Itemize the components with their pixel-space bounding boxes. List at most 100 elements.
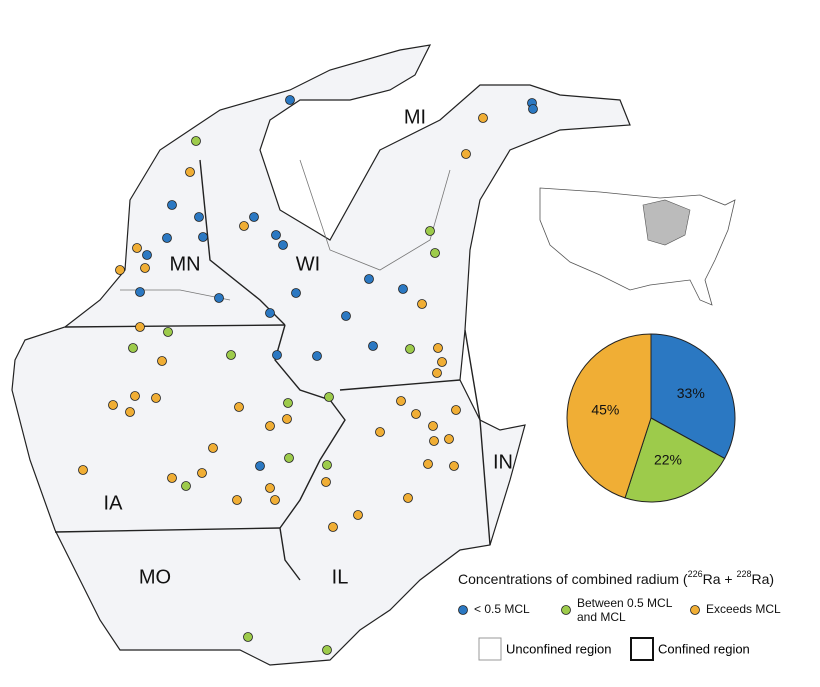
sample-site [249,212,259,222]
region-label: Confined region [658,641,750,656]
legend-item: Exceeds MCL [706,602,781,616]
sample-site [167,200,177,210]
sample-site [128,343,138,353]
state-label: MI [404,106,426,128]
sample-site [197,468,207,478]
sample-site [291,288,301,298]
sample-site [284,453,294,463]
sample-site [425,226,435,236]
sample-site [278,240,288,250]
sample-site [194,212,204,222]
sample-site [208,443,218,453]
sample-site [322,460,332,470]
legend-title-part: 226 [688,569,703,579]
sample-site [270,495,280,505]
sample-site [405,344,415,354]
sample-site [135,287,145,297]
sample-site [214,293,224,303]
sample-site [181,481,191,491]
sample-site [115,265,125,275]
state-label: WI [296,253,320,275]
sample-site [461,149,471,159]
legend-item: < 0.5 MCL [474,602,530,616]
sample-site [451,405,461,415]
legend-item: Between 0.5 MCL and MCL [577,596,672,624]
sample-site [265,483,275,493]
sample-site [321,477,331,487]
sample-site [375,427,385,437]
sample-site [163,327,173,337]
sample-site [265,308,275,318]
sample-site [528,104,538,114]
pie-slice [624,417,726,503]
state-label: MN [169,253,200,275]
legend-title-part: Concentrations of combined radium ( [458,571,688,587]
us-inset [539,187,736,306]
legend-dot [458,605,468,615]
sample-site [398,284,408,294]
sample-site [130,391,140,401]
sample-site [449,461,459,471]
sample-site [191,136,201,146]
sample-site [444,434,454,444]
sample-site [396,396,406,406]
sample-site [272,350,282,360]
sample-site [429,436,439,446]
sample-site [243,632,253,642]
sample-site [324,392,334,402]
sample-site [364,274,374,284]
sample-site [140,263,150,273]
sample-site [108,400,118,410]
sample-site [142,250,152,260]
sample-site [432,368,442,378]
sample-site [151,393,161,403]
legend-dot [690,605,700,615]
pie-label: 45% [591,401,619,417]
legend-title: Concentrations of combined radium (226 Ra… [458,569,774,586]
sample-site [312,351,322,361]
sample-site [198,232,208,242]
sample-site [437,357,447,367]
sample-site [78,465,88,475]
sample-site [265,421,275,431]
state-label: IA [104,492,124,514]
state-label: MO [139,566,171,588]
state-label: IL [332,566,349,588]
state-labels: MN WI MI IA MO IL IN [104,106,513,588]
pie-slice [566,333,652,499]
sample-site [478,113,488,123]
legend-title-part: 228 [736,569,751,579]
sample-site [157,356,167,366]
sample-site [232,495,242,505]
sample-site [411,409,421,419]
legend-title-part: Ra) [751,571,774,587]
sample-site [185,167,195,177]
sample-site [239,221,249,231]
state-label: IN [493,451,513,473]
sample-site [341,311,351,321]
sample-site [368,341,378,351]
sample-site [135,322,145,332]
pie-slice [650,333,736,460]
sample-site [433,343,443,353]
sample-site [430,248,440,258]
region-label: Unconfined region [506,641,612,656]
sample-site [423,459,433,469]
sample-site [167,473,177,483]
sample-site [132,243,142,253]
sample-site [125,407,135,417]
sample-site [234,402,244,412]
confined-swatch [630,637,654,661]
sample-site [328,522,338,532]
sample-site [283,398,293,408]
pie-label: 33% [677,385,705,401]
sample-site [255,461,265,471]
pie-label: 22% [654,452,682,468]
sample-site [285,95,295,105]
unconfined-swatch [478,637,502,661]
sample-site [226,350,236,360]
sample-site [162,233,172,243]
sample-site [403,493,413,503]
